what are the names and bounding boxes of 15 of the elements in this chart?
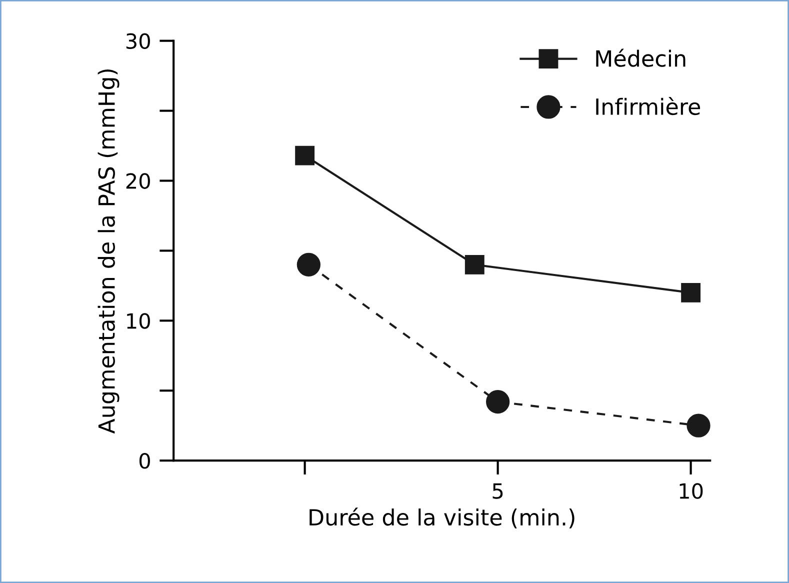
point (681, 282, 701, 302)
point (464, 254, 484, 274)
y-tick-label: 0 (139, 453, 150, 469)
y-tick-label: 30 (126, 33, 150, 50)
point (686, 414, 710, 438)
point (486, 390, 510, 414)
point (296, 252, 320, 276)
y-tick-label: 10 (127, 313, 150, 329)
legend-label: Infirmière (596, 96, 700, 116)
legend-label: Médecin (596, 48, 686, 67)
y-tick-label: 20 (126, 173, 150, 189)
x-tick-label: 5 (492, 483, 503, 499)
y-axis-title: Augmentation de la PAS (mmHg) (98, 69, 120, 434)
point (295, 146, 315, 166)
x-axis-title: Durée de la visite (min.) (310, 508, 574, 528)
